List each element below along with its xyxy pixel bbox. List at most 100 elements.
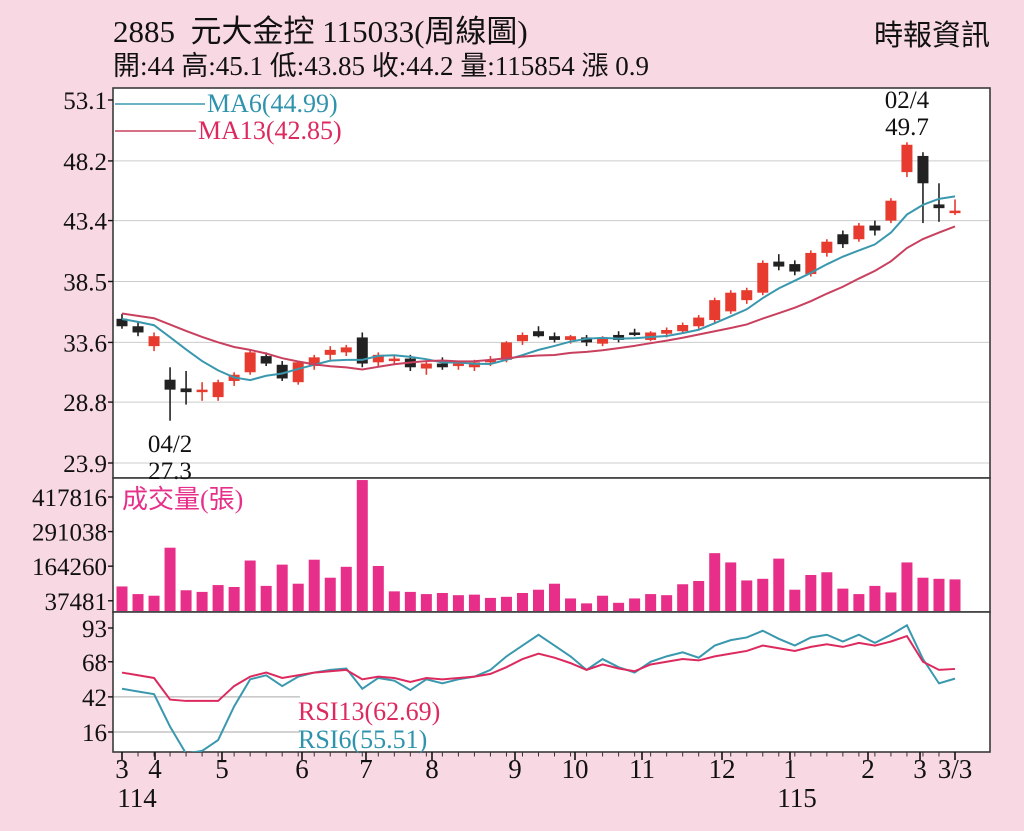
candle-body <box>164 379 176 390</box>
volume-bar <box>308 559 320 611</box>
volume-bar <box>901 562 913 611</box>
volume-bar <box>837 588 849 611</box>
volume-bar <box>516 592 528 611</box>
volume-bar <box>388 591 400 611</box>
candle-body <box>629 332 641 335</box>
volume-bar <box>821 572 833 611</box>
volume-bar <box>709 553 721 611</box>
legend-ma6: MA6(44.99) <box>207 89 338 118</box>
volume-bar <box>452 595 464 611</box>
volume-bar <box>885 592 897 611</box>
volume-bar <box>773 558 785 611</box>
candle-body <box>853 225 865 240</box>
y-axis-label: 417816 <box>32 485 107 512</box>
volume-bar <box>164 547 176 611</box>
volume-bar <box>116 586 128 611</box>
candle-body <box>308 357 320 367</box>
volume-bar <box>933 578 945 611</box>
candle-body <box>757 262 769 293</box>
candle-body <box>837 234 849 245</box>
candle-body <box>693 317 705 327</box>
x-axis-month-label: 2 <box>861 754 875 784</box>
x-axis-month-label: 3 <box>913 754 927 784</box>
candle-body <box>741 290 753 301</box>
annotation-low-date: 04/2 <box>147 430 193 458</box>
volume-bar <box>869 585 881 611</box>
page-title: 2885 元大金控 115033(周線圖) <box>113 14 528 49</box>
candle-body <box>180 388 192 393</box>
volume-bar <box>741 580 753 611</box>
volume-bar <box>917 577 929 611</box>
volume-bar <box>292 583 304 611</box>
candle-body <box>949 210 961 214</box>
candle-body <box>613 334 625 340</box>
volume-bar <box>789 589 801 611</box>
volume-bar <box>725 562 737 611</box>
candle-body <box>276 364 288 379</box>
candle-body <box>372 354 384 363</box>
candle-body <box>116 318 128 327</box>
candle-body <box>677 325 689 332</box>
x-axis-month-label: 7 <box>359 754 373 784</box>
volume-bar <box>180 590 192 611</box>
legend-ma13: MA13(42.85) <box>198 116 342 145</box>
y-axis-label: 164260 <box>32 554 107 581</box>
y-axis-label: 68 <box>82 650 107 677</box>
volume-bar <box>196 591 208 611</box>
ma13-line <box>121 225 956 371</box>
candle-body <box>821 241 833 253</box>
annotation-low-price: 27.3 <box>148 457 192 485</box>
volume-bar <box>132 594 144 611</box>
y-axis-label: 42 <box>82 685 107 712</box>
volume-bar <box>949 579 961 611</box>
volume-bar <box>244 560 256 611</box>
volume-bar <box>436 592 448 611</box>
volume-bar <box>276 564 288 611</box>
candle-body <box>212 382 224 398</box>
volume-bar <box>500 596 512 611</box>
rsi-line-1 <box>121 623 956 752</box>
volume-bar <box>549 583 561 611</box>
candle-body <box>324 349 336 355</box>
x-axis-month-label: 5 <box>215 754 229 784</box>
candle-body <box>901 144 913 173</box>
volume-bar <box>340 566 352 611</box>
price-pane <box>112 87 991 479</box>
candle-body <box>260 356 272 364</box>
candle-body <box>869 225 881 231</box>
volume-bar <box>324 577 336 611</box>
volume-bar <box>372 565 384 611</box>
volume-bar <box>533 589 544 611</box>
x-axis-month-label: 1 <box>783 754 797 784</box>
x-axis-month-label: 11 <box>629 754 655 784</box>
volume-bar <box>404 591 416 611</box>
candle-body <box>436 363 448 368</box>
y-axis-label: 93 <box>82 616 107 643</box>
volume-pane-title: 成交量(張) <box>122 485 244 514</box>
volume-bar <box>629 598 641 611</box>
x-axis-year-label: 114 <box>117 783 157 813</box>
y-axis-label: 28.8 <box>63 390 107 417</box>
volume-bar <box>148 595 160 611</box>
candle-body <box>500 342 512 360</box>
candle-body <box>933 204 945 209</box>
candle-body <box>789 264 801 272</box>
volume-bar <box>805 574 817 611</box>
volume-bar <box>853 594 865 611</box>
y-axis-label: 37481 <box>45 589 108 616</box>
candle-body <box>805 252 817 275</box>
provider-label: 時報資訊 <box>873 20 990 52</box>
legend-rsi6: RSI6(55.51) <box>298 725 428 754</box>
candle-body <box>661 329 673 334</box>
volume-bar <box>356 480 368 611</box>
y-axis-label: 16 <box>82 720 107 747</box>
ohlc-quote-line: 開:44 高:45.1 低:43.85 收:44.2 量:115854 漲 0.… <box>113 51 650 81</box>
candle-body <box>581 337 593 343</box>
candle-body <box>292 362 304 383</box>
x-axis-month-label: 6 <box>295 754 309 784</box>
y-axis-label: 291038 <box>32 520 107 547</box>
candle-body <box>340 347 352 353</box>
volume-bar <box>484 597 496 611</box>
